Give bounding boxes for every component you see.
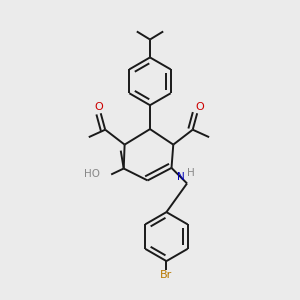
Text: HO: HO [84,169,101,179]
Text: H: H [187,168,194,178]
Text: O: O [195,102,204,112]
Text: N: N [177,172,185,182]
Text: O: O [94,102,103,112]
Text: Br: Br [160,270,172,280]
